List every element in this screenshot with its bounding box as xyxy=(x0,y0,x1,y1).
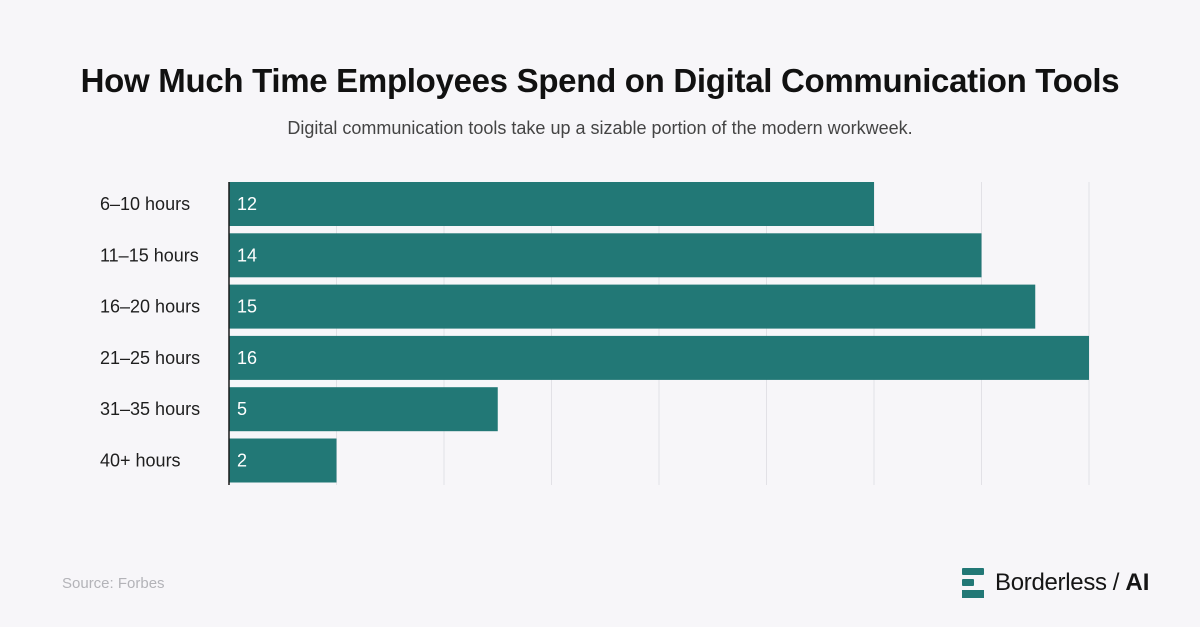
category-label: 11–15 hours xyxy=(100,245,199,265)
bar xyxy=(229,182,874,226)
brand-logo: Borderless / AI xyxy=(962,566,1149,600)
brand-name: Borderless xyxy=(995,569,1107,596)
category-label: 21–25 hours xyxy=(100,348,200,368)
category-label: 16–20 hours xyxy=(100,297,200,317)
data-label: 5 xyxy=(237,399,247,419)
data-label: 12 xyxy=(237,194,257,214)
source-note: Source: Forbes xyxy=(62,575,165,592)
bar xyxy=(229,387,498,432)
brand-separator: / xyxy=(1112,569,1120,596)
chart-subtitle: Digital communication tools take up a si… xyxy=(287,118,913,138)
data-label: 15 xyxy=(237,297,257,317)
borderless-logo-icon xyxy=(962,568,984,598)
brand-suffix: AI xyxy=(1125,569,1150,596)
bar xyxy=(229,438,337,483)
category-label: 40+ hours xyxy=(100,451,181,471)
bar xyxy=(229,284,1036,329)
chart-title: How Much Time Employees Spend on Digital… xyxy=(80,62,1120,99)
bar xyxy=(229,335,1089,380)
category-label: 31–35 hours xyxy=(100,399,200,419)
data-label: 16 xyxy=(237,348,257,368)
category-label: 6–10 hours xyxy=(100,194,190,214)
data-label: 14 xyxy=(237,245,257,265)
bar xyxy=(229,233,982,278)
data-label: 2 xyxy=(237,451,247,471)
